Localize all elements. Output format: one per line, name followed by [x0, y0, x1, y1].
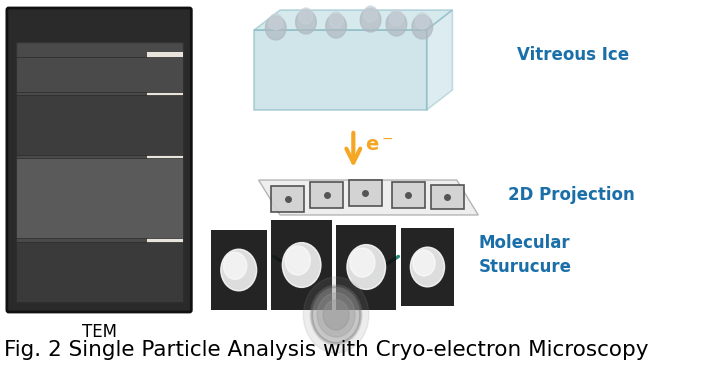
Bar — [349, 180, 382, 206]
Bar — [336, 225, 396, 310]
Bar — [211, 230, 267, 310]
Bar — [431, 185, 464, 209]
Circle shape — [285, 246, 310, 275]
Bar — [16, 42, 182, 302]
Circle shape — [266, 16, 286, 40]
Text: 2D Projection: 2D Projection — [508, 186, 635, 204]
Polygon shape — [254, 10, 452, 30]
Circle shape — [299, 8, 313, 24]
Text: Fig. 2 Single Particle Analysis with Cryo-electron Microscopy: Fig. 2 Single Particle Analysis with Cry… — [4, 340, 649, 360]
Bar — [310, 182, 343, 208]
Bar — [271, 220, 332, 310]
Text: e$^-$: e$^-$ — [366, 135, 393, 155]
Text: Vitreous Ice: Vitreous Ice — [517, 46, 629, 64]
Bar — [16, 242, 182, 302]
Circle shape — [413, 250, 435, 276]
Circle shape — [350, 248, 375, 277]
Circle shape — [303, 277, 369, 353]
FancyBboxPatch shape — [7, 8, 191, 312]
Text: TEM: TEM — [82, 323, 116, 341]
Polygon shape — [258, 180, 479, 215]
Circle shape — [283, 243, 321, 287]
Bar — [16, 95, 182, 155]
Bar — [271, 186, 304, 212]
Bar — [146, 52, 182, 302]
Circle shape — [364, 6, 378, 22]
Circle shape — [329, 12, 343, 28]
Circle shape — [312, 287, 360, 343]
Circle shape — [317, 293, 355, 337]
Circle shape — [410, 247, 444, 287]
Circle shape — [347, 245, 386, 289]
Circle shape — [295, 10, 316, 34]
Circle shape — [269, 14, 283, 30]
Polygon shape — [254, 30, 427, 110]
Circle shape — [360, 8, 381, 32]
Circle shape — [323, 300, 349, 330]
Bar — [16, 158, 182, 238]
Circle shape — [224, 252, 247, 279]
Polygon shape — [427, 10, 452, 110]
Circle shape — [310, 285, 362, 345]
Circle shape — [221, 249, 256, 291]
Circle shape — [326, 14, 346, 38]
Bar — [400, 228, 454, 306]
Circle shape — [415, 13, 429, 29]
Bar — [392, 182, 425, 208]
Text: Molecular
Sturucure: Molecular Sturucure — [479, 234, 572, 276]
Circle shape — [386, 12, 407, 36]
Circle shape — [412, 15, 432, 39]
Circle shape — [390, 10, 403, 26]
Bar — [16, 57, 182, 92]
